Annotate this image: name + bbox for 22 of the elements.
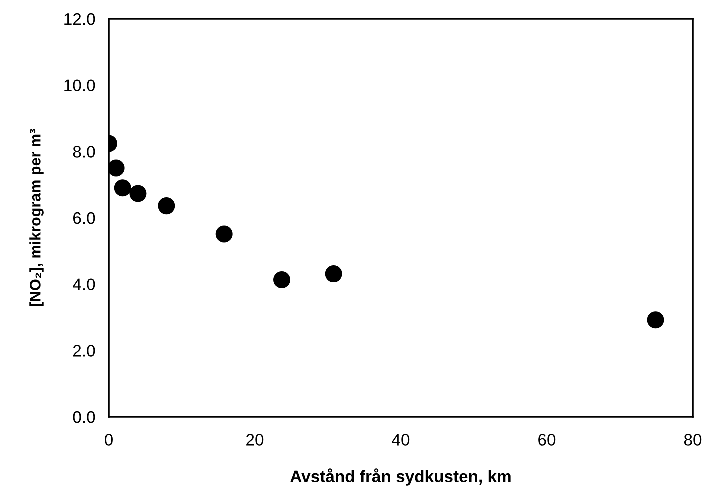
point xyxy=(647,312,664,329)
y-tick-label: 10.0 xyxy=(64,80,96,92)
x-tick-label: 20 xyxy=(246,434,264,446)
point xyxy=(216,226,233,243)
x-tick-label: 80 xyxy=(684,434,702,446)
point xyxy=(158,198,176,215)
point xyxy=(274,272,291,289)
x-tick-label: 60 xyxy=(538,434,556,446)
x-tick-label: 40 xyxy=(392,434,410,446)
point xyxy=(130,185,147,202)
y-tick-label: 6.0 xyxy=(73,212,96,224)
y-tick-label: 12.0 xyxy=(64,13,96,26)
x-axis-title: Avstånd från sydkusten, km xyxy=(290,468,511,486)
y-axis-title: [NO₂], mikrogram per m³ xyxy=(30,129,44,306)
y-tick-label: 8.0 xyxy=(73,146,96,158)
y-tick-label: 4.0 xyxy=(73,278,96,291)
y-tick-label: 0.0 xyxy=(73,411,96,424)
point xyxy=(114,180,132,197)
x-tick-label: 0 xyxy=(105,434,113,446)
point xyxy=(325,266,342,283)
y-tick-label: 2.0 xyxy=(73,345,96,357)
point xyxy=(109,160,125,177)
